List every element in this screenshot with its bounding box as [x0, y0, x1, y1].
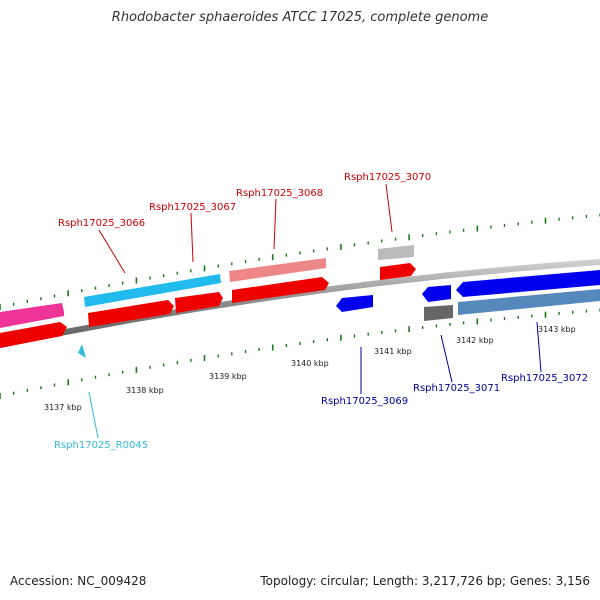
- gene-label-3070: Rsph17025_3070: [344, 172, 431, 183]
- cds-arrow-forward-2: [88, 300, 174, 327]
- map-title: Rhodobacter sphaeroides ATCC 17025, comp…: [111, 10, 489, 25]
- genome-stats-text: Topology: circular; Length: 3,217,726 bp…: [260, 574, 590, 588]
- cds-arrow-reverse-3: [456, 270, 600, 297]
- accession-text: Accession: NC_009428: [10, 574, 147, 588]
- cds-arrow-reverse-2: [422, 285, 451, 302]
- cds-arrow-forward-4: [232, 277, 329, 303]
- gene-feature-forward-grey: [378, 245, 414, 260]
- cds-arrow-forward-5: [380, 263, 416, 280]
- gene-label-3071: Rsph17025_3071: [413, 383, 500, 394]
- gene-label-3068: Rsph17025_3068: [236, 188, 323, 199]
- gene-label-3067: Rsph17025_3067: [149, 202, 236, 213]
- gene-feature-forward-cyan: [84, 274, 221, 307]
- gene-label-3069: Rsph17025_3069: [321, 396, 408, 407]
- tick-marks: [0, 213, 600, 399]
- gene-feature-reverse-darkgrey: [424, 305, 453, 321]
- gene-feature-forward-salmon: [229, 258, 326, 282]
- gene-label-3066: Rsph17025_3066: [58, 218, 145, 229]
- scale-label: 3138 kbp: [126, 386, 164, 395]
- cds-arrow-forward-3: [175, 292, 223, 313]
- rna-feature: [78, 344, 86, 358]
- gene-feature-reverse-steelblue: [458, 289, 600, 315]
- scale-label: 3137 kbp: [44, 403, 82, 412]
- gene-label-3072: Rsph17025_3072: [501, 373, 588, 384]
- scale-label: 3140 kbp: [291, 359, 329, 368]
- cds-arrow-reverse-1: [336, 295, 373, 312]
- scale-label: 3141 kbp: [374, 347, 412, 356]
- gene-label-r0045: Rsph17025_R0045: [54, 440, 148, 451]
- scale-label: 3139 kbp: [209, 372, 247, 381]
- label-leader-lines: [88, 183, 542, 439]
- scale-label: 3142 kbp: [456, 336, 494, 345]
- scale-label: 3143 kbp: [538, 325, 576, 334]
- gene-feature-forward-pink: [0, 303, 64, 328]
- cds-arrow-forward-1: [0, 322, 67, 348]
